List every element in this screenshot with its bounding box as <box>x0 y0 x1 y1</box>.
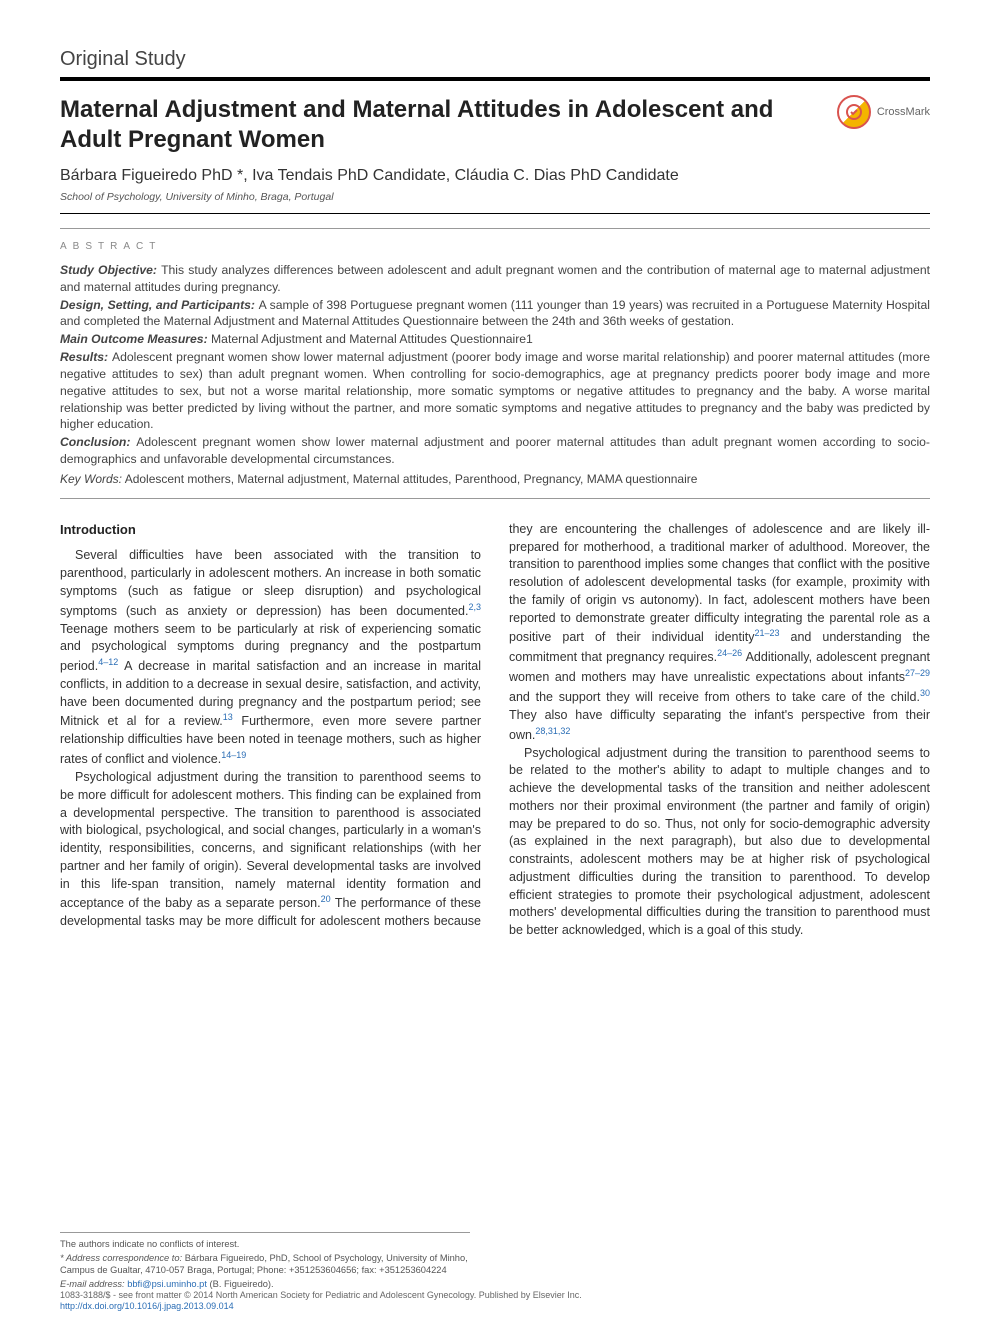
conflict-statement: The authors indicate no conflicts of int… <box>60 1238 470 1250</box>
abstract-item-text: Maternal Adjustment and Maternal Attitud… <box>211 332 533 346</box>
keywords-text: Adolescent mothers, Maternal adjustment,… <box>125 472 698 486</box>
abstract-heading: ABSTRACT <box>60 241 930 252</box>
email-label: E-mail address: <box>60 1279 125 1289</box>
footer-block: The authors indicate no conflicts of int… <box>60 1232 470 1290</box>
correspondence-label: * Address correspondence to: <box>60 1253 182 1263</box>
abstract-items: Study Objective: This study analyzes dif… <box>60 262 930 468</box>
abstract-item-text: This study analyzes differences between … <box>60 263 930 294</box>
email-line: E-mail address: bbfi@psi.uminho.pt (B. F… <box>60 1278 470 1290</box>
abstract-item-label: Main Outcome Measures: <box>60 332 211 346</box>
article-title: Maternal Adjustment and Maternal Attitud… <box>60 95 817 155</box>
abstract-item: Main Outcome Measures: Maternal Adjustme… <box>60 331 930 348</box>
body-columns: Introduction Several difficulties have b… <box>60 521 930 940</box>
abstract-item-label: Design, Setting, and Participants: <box>60 298 259 312</box>
title-row: Maternal Adjustment and Maternal Attitud… <box>60 95 930 155</box>
abstract-item: Conclusion: Adolescent pregnant women sh… <box>60 434 930 468</box>
affiliation: School of Psychology, University of Minh… <box>60 191 930 203</box>
doi-link[interactable]: http://dx.doi.org/10.1016/j.jpag.2013.09… <box>60 1301 234 1311</box>
crossmark-badge-container[interactable]: CrossMark <box>837 95 930 129</box>
email-person: (B. Figueiredo). <box>210 1279 274 1289</box>
crossmark-icon <box>837 95 871 129</box>
introduction-heading: Introduction <box>60 521 481 539</box>
body-paragraph: Psychological adjustment during the tran… <box>509 745 930 940</box>
keywords-line: Key Words: Adolescent mothers, Maternal … <box>60 472 930 486</box>
abstract-item-label: Conclusion: <box>60 435 136 449</box>
authors-line: Bárbara Figueiredo PhD *, Iva Tendais Ph… <box>60 167 930 185</box>
rule-thick <box>60 77 930 81</box>
body-paragraphs: Several difficulties have been associate… <box>60 521 930 940</box>
abstract-item-label: Study Objective: <box>60 263 161 277</box>
body-paragraph: Several difficulties have been associate… <box>60 547 481 769</box>
keywords-label: Key Words: <box>60 472 122 486</box>
abstract-item: Results: Adolescent pregnant women show … <box>60 349 930 433</box>
correspondence: * Address correspondence to: Bárbara Fig… <box>60 1252 470 1276</box>
abstract-item-text: Adolescent pregnant women show lower mat… <box>60 435 930 466</box>
abstract-item: Design, Setting, and Participants: A sam… <box>60 297 930 331</box>
rule-thin-upper <box>60 213 930 214</box>
copyright-line: 1083-3188/$ - see front matter © 2014 No… <box>60 1290 930 1313</box>
abstract-item-text: Adolescent pregnant women show lower mat… <box>60 350 930 431</box>
article-type-label: Original Study <box>60 48 930 71</box>
abstract-item: Study Objective: This study analyzes dif… <box>60 262 930 296</box>
abstract-item-label: Results: <box>60 350 112 364</box>
abstract-block: ABSTRACT Study Objective: This study ana… <box>60 228 930 499</box>
crossmark-label: CrossMark <box>877 106 930 118</box>
copyright-text: 1083-3188/$ - see front matter © 2014 No… <box>60 1290 582 1300</box>
email-address[interactable]: bbfi@psi.uminho.pt <box>127 1279 207 1289</box>
